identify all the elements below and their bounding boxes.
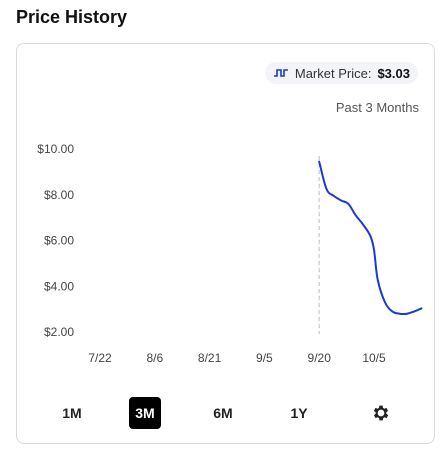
market-price-icon	[273, 69, 288, 77]
x-tick-label: 9/20	[308, 351, 332, 365]
price-history-card: Market Price: $3.03 Past 3 Months $10.00…	[16, 43, 435, 444]
x-tick-label: 8/21	[198, 351, 222, 365]
y-tick-label: $2.00	[44, 325, 74, 339]
range-button-label: 6M	[213, 405, 233, 421]
market-price-value: $3.03	[377, 65, 410, 81]
range-button-6m[interactable]: 6M	[207, 397, 239, 429]
page-title: Price History	[16, 7, 128, 27]
range-selector: 1M 3M 6M 1Y	[17, 397, 436, 429]
gear-icon[interactable]	[371, 403, 391, 423]
y-tick-label: $6.00	[44, 234, 74, 248]
range-button-label: 3M	[135, 405, 155, 421]
y-tick-label: $8.00	[44, 188, 74, 202]
price-chart: $10.00 $8.00 $6.00 $4.00 $2.00 7/22 8/6 8/21 9/5…	[37, 142, 423, 365]
range-button-1m[interactable]: 1M	[56, 397, 88, 429]
range-button-3m[interactable]: 3M	[129, 397, 161, 429]
range-button-label: 1Y	[290, 405, 308, 421]
market-price-badge: Market Price: $3.03	[264, 62, 418, 84]
market-price-label: Market Price:	[294, 65, 372, 81]
range-button-1y[interactable]: 1Y	[283, 397, 315, 429]
x-tick-label: 9/5	[256, 351, 273, 365]
x-tick-label: 10/5	[362, 351, 386, 365]
price-series-line	[318, 160, 423, 315]
x-tick-label: 7/22	[88, 351, 112, 365]
y-tick-label: $10.00	[37, 142, 74, 156]
x-tick-label: 8/6	[146, 351, 163, 365]
y-tick-label: $4.00	[44, 279, 74, 293]
range-label: Past 3 Months	[335, 100, 419, 115]
range-button-label: 1M	[62, 405, 82, 421]
